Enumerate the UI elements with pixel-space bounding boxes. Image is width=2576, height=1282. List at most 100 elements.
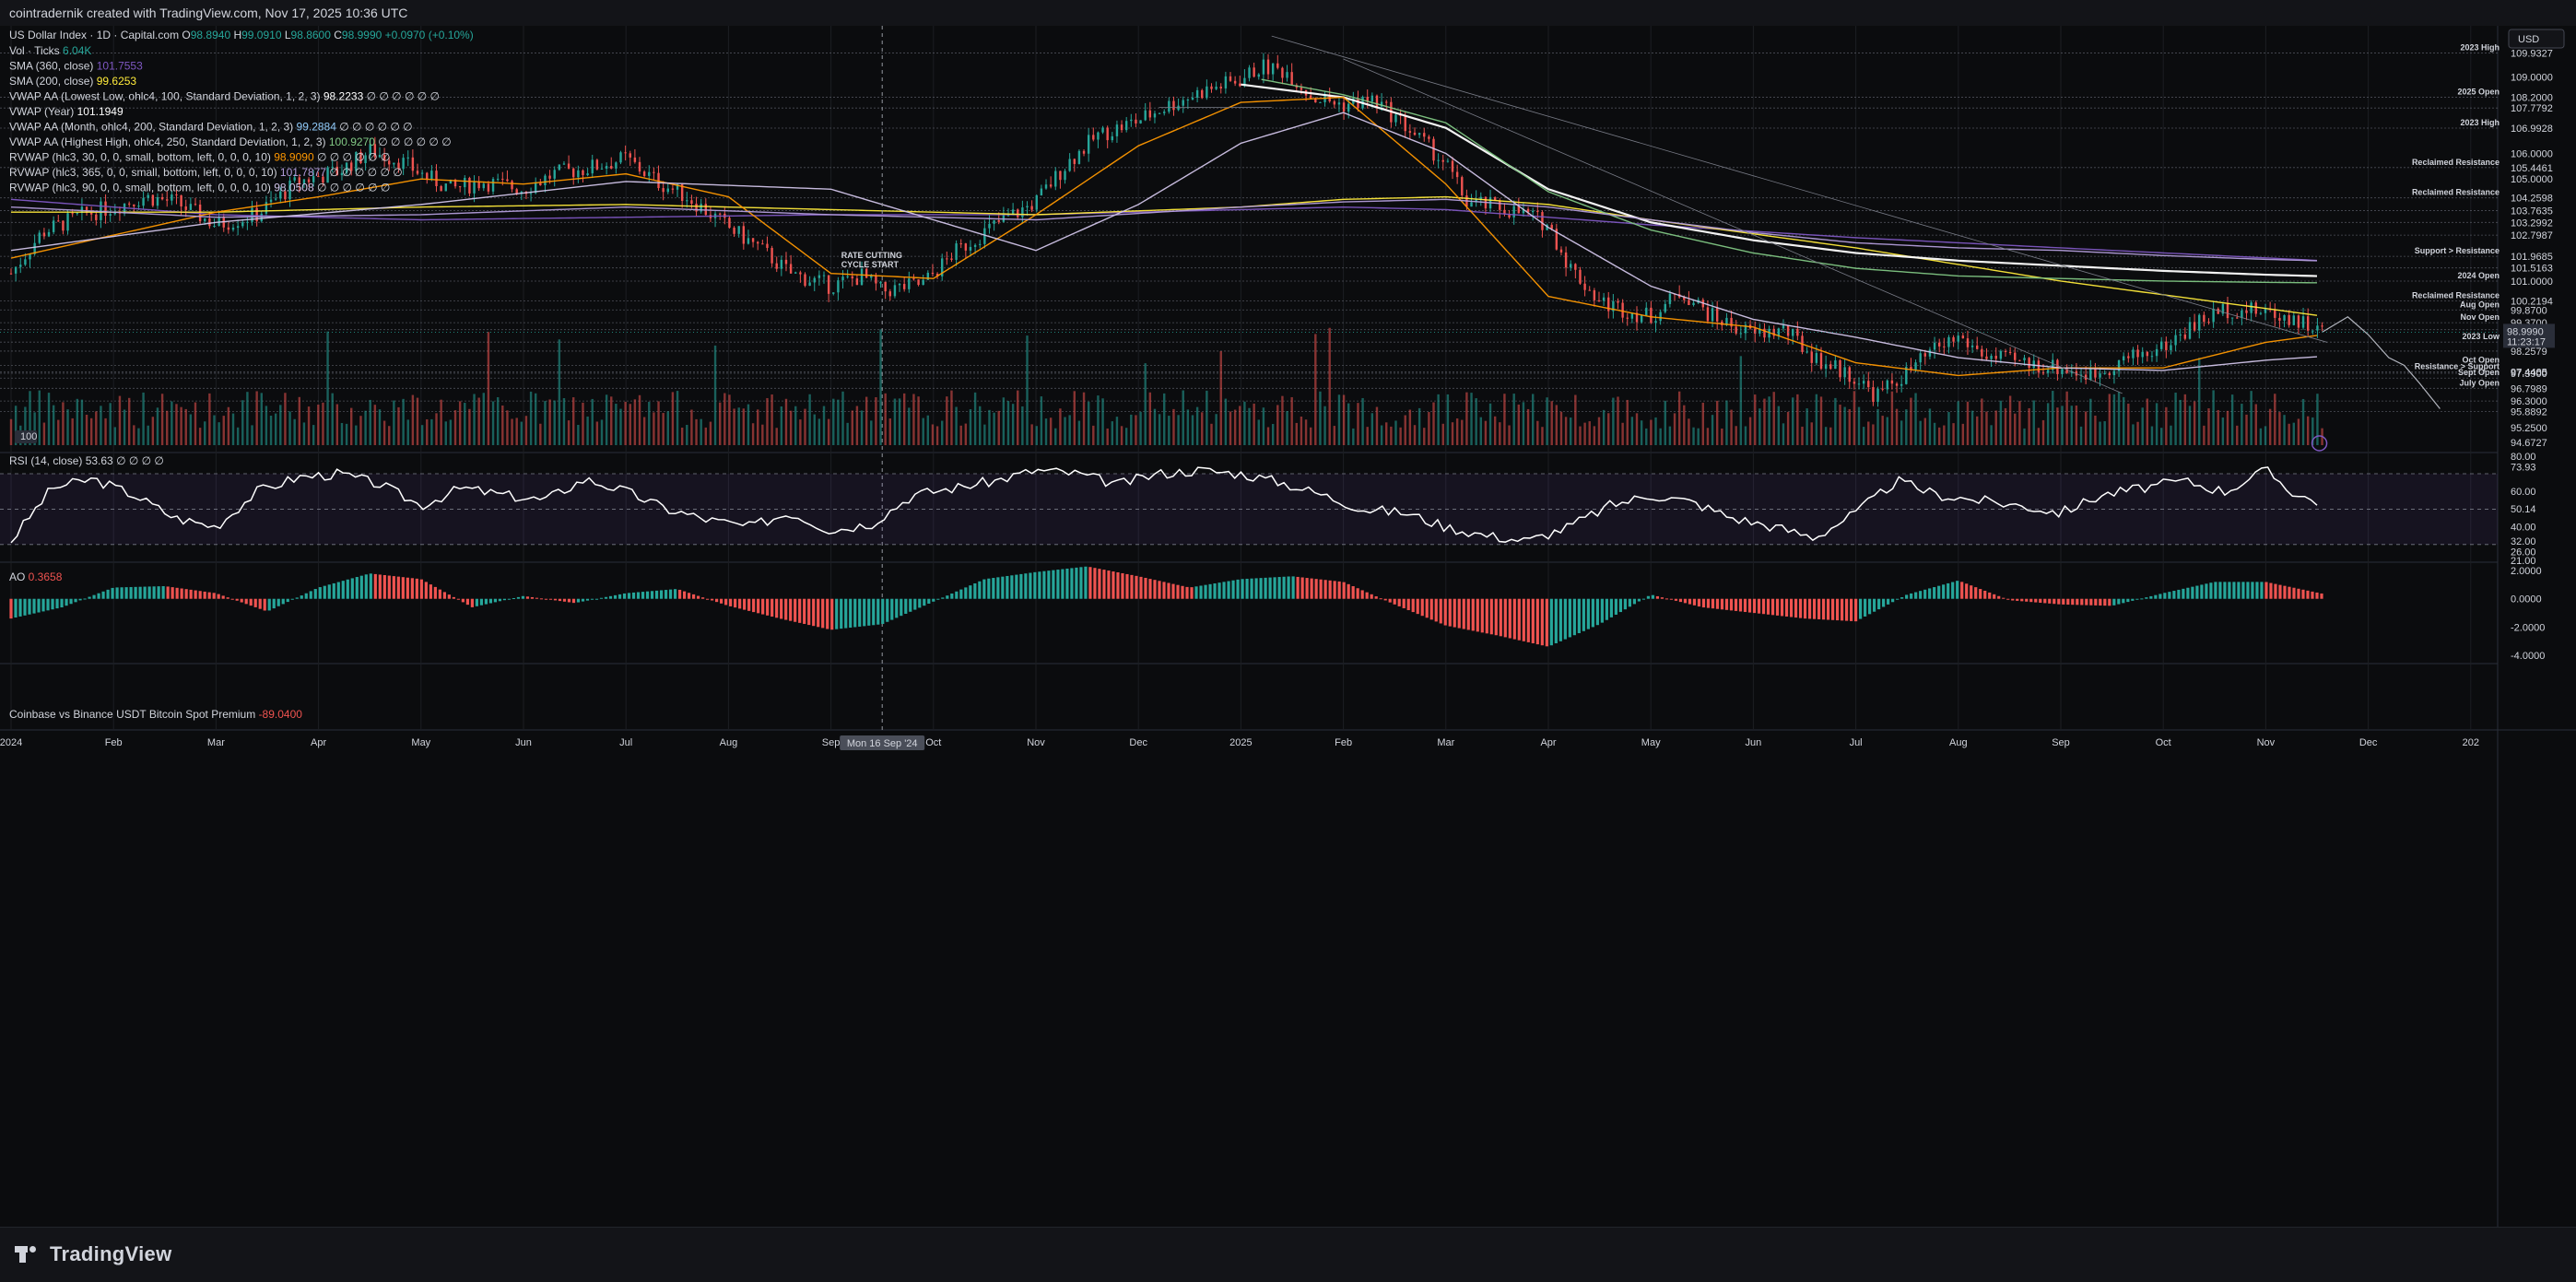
candle-body — [1555, 229, 1559, 250]
price-tick-label: 101.0000 — [2511, 276, 2553, 288]
volume-bar — [2155, 403, 2158, 445]
candle-body — [1385, 101, 1388, 103]
ao-bar — [332, 582, 335, 599]
ao-bar — [488, 598, 493, 604]
ao-tick-label: 0.0000 — [2511, 594, 2542, 606]
candle-body — [2198, 314, 2201, 331]
candle-body — [1711, 308, 1714, 322]
candle-body — [1914, 362, 1917, 370]
volume-bar — [1111, 421, 1114, 445]
ao-bar — [1425, 598, 1429, 618]
ao-bar — [1227, 581, 1230, 599]
volume-bar — [973, 392, 977, 445]
volume-bar — [1706, 428, 1710, 445]
volume-bar — [1073, 391, 1076, 445]
candle-body — [2288, 314, 2290, 325]
ao-bar — [645, 591, 650, 599]
ao-bar — [1988, 592, 1992, 599]
volume-bar — [1026, 335, 1029, 445]
ao-bar — [1181, 585, 1184, 599]
candle-body — [1017, 209, 1019, 218]
ao-bar — [401, 577, 405, 599]
volume-bar — [1748, 417, 1752, 445]
candle-body — [515, 189, 518, 194]
volume-bar — [1239, 406, 1241, 445]
indicator-name: VWAP AA (Month, ohlc4, 200, Standard Dev… — [9, 121, 297, 134]
volume-bar — [1182, 390, 1184, 445]
candle-body — [1195, 89, 1199, 98]
candle-body — [2070, 370, 2073, 373]
volume-bar — [1229, 411, 1232, 445]
candle-body — [1517, 206, 1521, 214]
ao-bar — [1720, 598, 1724, 610]
candle-body — [2183, 335, 2187, 339]
volume-bar — [2264, 426, 2267, 445]
volume-bar — [1900, 420, 1903, 445]
candle-body — [1744, 324, 1747, 334]
volume-bar — [1531, 394, 1535, 445]
ao-bar — [1641, 598, 1646, 600]
candle-body — [1947, 336, 1950, 347]
level-label: Reclaimed Resistance — [2412, 188, 2500, 197]
currency-button[interactable] — [2508, 29, 2565, 49]
candle-body — [529, 193, 533, 194]
ao-bar — [1416, 598, 1419, 615]
countdown-timer: 11:23:17 — [2507, 336, 2546, 347]
candle-body — [2207, 322, 2210, 323]
candle-body — [794, 272, 797, 274]
ao-bar — [1655, 595, 1660, 599]
volume-bar — [326, 331, 329, 445]
ao-bar — [498, 598, 502, 602]
ao-bar — [1928, 588, 1932, 599]
volume-bar — [1508, 425, 1511, 445]
ao-bar — [1029, 572, 1032, 599]
volume-bar — [345, 423, 348, 445]
candle-body — [1522, 208, 1525, 214]
candle-body — [1097, 132, 1100, 140]
volume-bar — [737, 407, 740, 445]
volume-bar — [14, 406, 18, 445]
candle-body — [2193, 322, 2196, 331]
ao-bar — [1024, 573, 1028, 599]
volume-bar — [2008, 395, 2012, 445]
ao-bar — [78, 598, 82, 601]
ao-bar — [1711, 598, 1715, 609]
ao-bar — [2149, 595, 2153, 599]
ao-bar — [1144, 577, 1147, 599]
tradingview-logo[interactable]: TradingView — [15, 1242, 172, 1266]
ao-bar — [304, 593, 308, 599]
volume-bar — [1417, 407, 1421, 445]
candle-body — [841, 276, 844, 281]
volume-bar — [879, 329, 882, 445]
volume-bar — [1659, 428, 1662, 445]
candle-body — [426, 172, 429, 180]
volume-bar — [265, 406, 268, 445]
ao-bar — [1605, 598, 1608, 620]
candle-body — [2108, 372, 2111, 376]
candle-body — [100, 201, 102, 220]
candle-body — [775, 263, 778, 269]
ao-bar — [2048, 598, 2052, 604]
ao-bar — [323, 585, 326, 599]
ao-bar — [1471, 598, 1475, 631]
ao-bar — [1448, 598, 1452, 627]
volume-bar — [676, 391, 679, 445]
volume-bar — [1446, 394, 1450, 445]
candle-body — [562, 163, 566, 165]
volume-bar — [666, 411, 669, 445]
volume-bar — [1451, 422, 1454, 445]
ao-bar — [1241, 579, 1244, 599]
candle-body — [1928, 349, 1932, 357]
volume-bar — [350, 407, 353, 445]
volume-bar — [1876, 408, 1879, 445]
candle-body — [1730, 317, 1733, 327]
candle-body — [1404, 115, 1406, 132]
ao-bar — [1107, 570, 1111, 599]
ao-bar — [803, 598, 806, 624]
price-tick-label: 106.9928 — [2511, 123, 2553, 135]
ao-bar — [1692, 598, 1697, 606]
candle-body — [194, 204, 197, 206]
ao-bar — [1734, 598, 1738, 611]
candle-body — [615, 162, 618, 169]
